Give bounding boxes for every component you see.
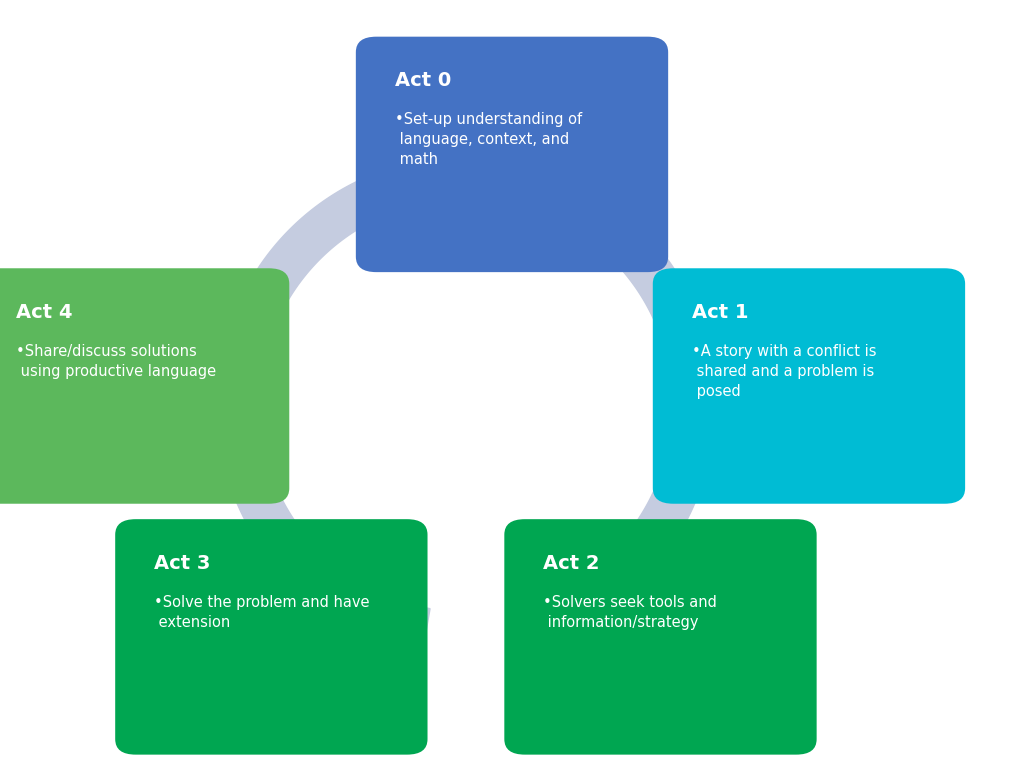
- Text: •A story with a conflict is
 shared and a problem is
 posed: •A story with a conflict is shared and a…: [692, 344, 877, 398]
- Text: Act 2: Act 2: [543, 554, 600, 573]
- Polygon shape: [514, 584, 615, 659]
- Text: Act 3: Act 3: [154, 554, 211, 573]
- FancyBboxPatch shape: [115, 520, 428, 755]
- Text: •Solve the problem and have
 extension: •Solve the problem and have extension: [154, 594, 370, 630]
- Polygon shape: [217, 157, 715, 651]
- Text: •Share/discuss solutions
 using productive language: •Share/discuss solutions using productiv…: [15, 344, 216, 379]
- Text: •Solvers seek tools and
 information/strategy: •Solvers seek tools and information/stra…: [543, 594, 717, 630]
- Text: Act 4: Act 4: [15, 303, 73, 322]
- FancyBboxPatch shape: [653, 269, 965, 504]
- Text: •Set-up understanding of
 language, context, and
 math: •Set-up understanding of language, conte…: [395, 112, 582, 167]
- Text: Act 1: Act 1: [692, 303, 749, 322]
- FancyBboxPatch shape: [356, 37, 668, 273]
- FancyBboxPatch shape: [504, 520, 816, 755]
- Text: Act 0: Act 0: [395, 71, 451, 90]
- FancyBboxPatch shape: [0, 269, 289, 504]
